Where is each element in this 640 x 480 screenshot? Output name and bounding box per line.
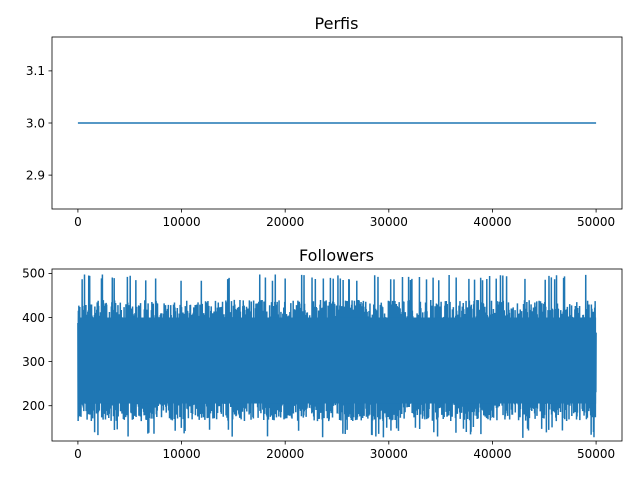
- x-tick-label: 10000: [162, 215, 200, 229]
- x-tick-label: 20000: [266, 215, 304, 229]
- y-axis: 2.9 3.0 3.1: [26, 64, 52, 182]
- x-axis: 0 10000 20000 30000 40000 50000: [74, 209, 615, 229]
- x-tick-label: 50000: [577, 447, 615, 461]
- y-tick-label: 200: [22, 399, 45, 413]
- x-tick-label: 20000: [266, 447, 304, 461]
- x-tick-label: 0: [74, 215, 82, 229]
- x-tick-label: 50000: [577, 215, 615, 229]
- x-tick-label: 40000: [473, 215, 511, 229]
- series-dense-band: [77, 317, 597, 404]
- subplot-followers: Followers 200 300 400 500 0 10000 20000 30000 4…: [22, 246, 623, 461]
- chart-title: Followers: [299, 246, 374, 265]
- y-tick-label: 3.0: [26, 116, 45, 130]
- x-tick-label: 0: [74, 447, 82, 461]
- plot-frame: [51, 268, 623, 442]
- x-tick-label: 40000: [473, 447, 511, 461]
- y-tick-label: 500: [22, 267, 45, 281]
- x-tick-label: 30000: [370, 447, 408, 461]
- subplot-perfis: Perfis 2.9 3.0 3.1 0 10000 20000 30000 40000 50…: [26, 14, 623, 229]
- y-tick-label: 400: [22, 311, 45, 325]
- followers-marks: [77, 274, 597, 438]
- y-tick-label: 2.9: [26, 168, 45, 182]
- chart-title: Perfis: [315, 14, 359, 33]
- x-tick-label: 30000: [370, 215, 408, 229]
- y-tick-label: 300: [22, 355, 45, 369]
- x-tick-label: 10000: [162, 447, 200, 461]
- x-axis: 0 10000 20000 30000 40000 50000: [74, 441, 615, 461]
- y-axis: 200 300 400 500: [22, 267, 52, 413]
- y-tick-label: 3.1: [26, 64, 45, 78]
